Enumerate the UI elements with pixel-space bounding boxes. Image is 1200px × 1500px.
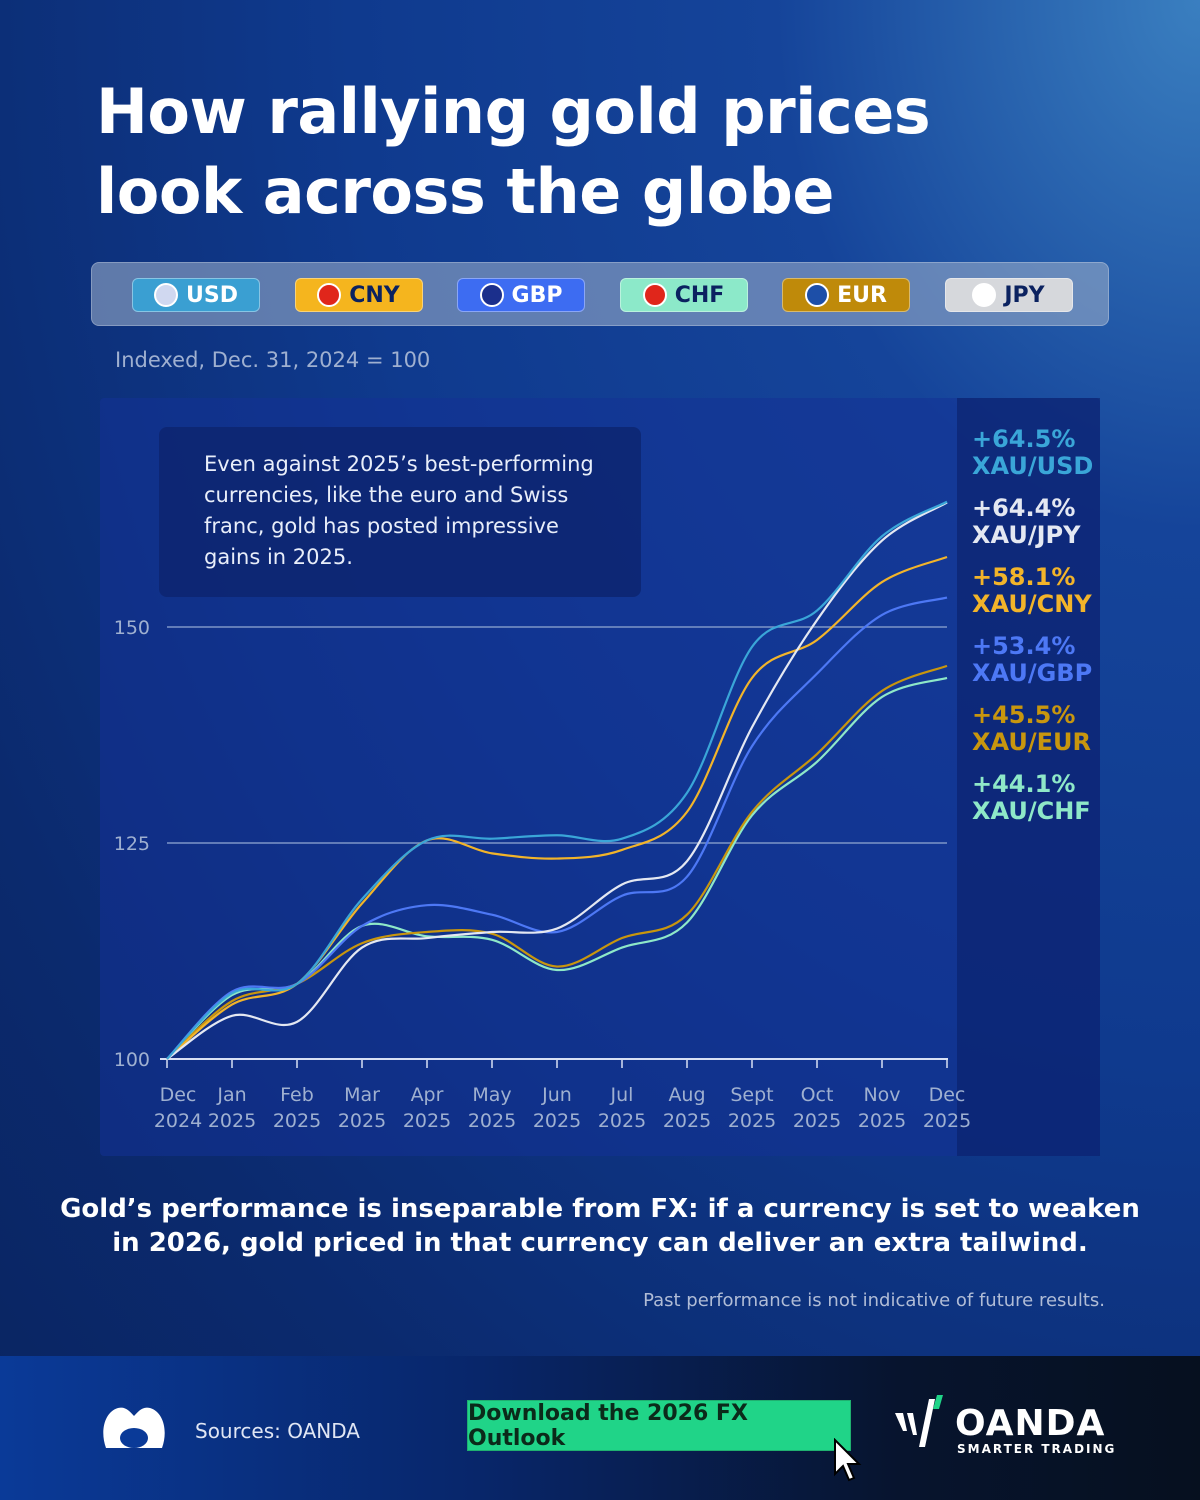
legend-chip-label: CNY: [349, 282, 400, 308]
chart-annotation: Even against 2025’s best-performing curr…: [159, 427, 641, 597]
series-line-xau-usd: [166, 500, 948, 1060]
series-name: XAU/CHF: [972, 797, 1091, 825]
x-tick-label: 2025: [533, 1110, 581, 1132]
y-tick-label: 125: [114, 833, 150, 855]
x-tick-label: Dec: [160, 1084, 197, 1106]
series-line-xau-cny: [166, 555, 948, 1060]
series-change: +44.1%: [972, 770, 1076, 798]
series-label: +64.4% XAU/JPY: [972, 495, 1081, 549]
x-tick-label: Mar: [344, 1084, 380, 1106]
legend-chip-label: GBP: [511, 282, 563, 308]
x-tick-label: 2025: [273, 1110, 321, 1132]
x-tick-label: Jan: [216, 1084, 246, 1106]
series-label: +44.1% XAU/CHF: [972, 771, 1091, 825]
legend-chip-label: JPY: [1004, 282, 1045, 308]
x-tick-label: Oct: [801, 1084, 834, 1106]
eur-flag-icon: [805, 283, 830, 307]
oanda-brand: OANDA: [955, 1403, 1106, 1444]
series-line-xau-jpy: [166, 501, 948, 1060]
x-tick-label: Sept: [730, 1084, 773, 1106]
series-label: +64.5% XAU/USD: [972, 426, 1093, 480]
title-line-2: look across the globe: [96, 155, 834, 228]
caption-line-2: in 2026, gold priced in that currency ca…: [112, 1228, 1088, 1258]
jpy-flag-icon: [972, 283, 997, 307]
series-line-xau-chf: [166, 676, 948, 1060]
x-tick-label: 2025: [663, 1110, 711, 1132]
x-tick-label: 2025: [793, 1110, 841, 1132]
x-tick-label: 2025: [923, 1110, 971, 1132]
x-tick-label: 2025: [403, 1110, 451, 1132]
x-tick-label: Dec: [929, 1084, 966, 1106]
x-tick-label: Nov: [863, 1084, 900, 1106]
x-tick-label: May: [472, 1084, 511, 1106]
series-change: +58.1%: [972, 563, 1076, 591]
gbp-flag-icon: [479, 283, 504, 307]
series-name: XAU/USD: [972, 452, 1094, 480]
legend-chip-label: USD: [186, 282, 238, 308]
oanda-logo-icon: [895, 1395, 943, 1447]
x-tick-label: Jun: [541, 1084, 572, 1106]
legend-chip-label: EUR: [837, 282, 887, 308]
series-change: +64.4%: [972, 494, 1076, 522]
legend-chip-eur: EUR: [782, 278, 910, 312]
series-change: +64.5%: [972, 425, 1076, 453]
x-tick-label: Feb: [280, 1084, 314, 1106]
series-name: XAU/JPY: [972, 521, 1081, 549]
series-label: +45.5% XAU/EUR: [972, 702, 1091, 756]
series-change: +53.4%: [972, 632, 1076, 660]
series-label: +58.1% XAU/CNY: [972, 564, 1092, 618]
sources-text: Sources: OANDA: [195, 1419, 360, 1443]
y-tick-label: 150: [114, 617, 150, 639]
x-tick-label: 2025: [858, 1110, 906, 1132]
series-label: +53.4% XAU/GBP: [972, 633, 1092, 687]
mouse-cursor-icon: [834, 1438, 862, 1482]
x-tick-label: 2024: [154, 1110, 202, 1132]
legend-chip-chf: CHF: [619, 278, 748, 312]
series-change: +45.5%: [972, 701, 1076, 729]
series-line-xau-eur: [166, 664, 948, 1060]
legend-chip-cny: CNY: [294, 278, 423, 312]
caption: Gold’s performance is inseparable from F…: [0, 1192, 1200, 1260]
chart-subtitle: Indexed, Dec. 31, 2024 = 100: [115, 348, 431, 372]
y-tick-label: 100: [114, 1049, 150, 1071]
download-outlook-button[interactable]: Download the 2026 FX Outlook: [467, 1400, 851, 1451]
x-tick-label: 2025: [598, 1110, 646, 1132]
series-label-column: [957, 398, 1100, 1156]
legend-chip-usd: USD: [132, 278, 260, 312]
visual-capitalist-logo-icon: [103, 1407, 165, 1448]
oanda-tagline: SMARTER TRADING: [957, 1442, 1117, 1456]
series-name: XAU/CNY: [972, 590, 1092, 618]
disclaimer: Past performance is not indicative of fu…: [643, 1290, 1105, 1311]
x-tick-label: 2025: [208, 1110, 256, 1132]
x-tick-label: 2025: [728, 1110, 776, 1132]
chf-flag-icon: [642, 283, 667, 307]
title-line-1: How rallying gold prices: [96, 75, 931, 148]
x-tick-label: 2025: [338, 1110, 386, 1132]
legend-chip-jpy: JPY: [944, 278, 1073, 312]
x-tick-label: 2025: [468, 1110, 516, 1132]
legend-chip-gbp: GBP: [457, 278, 585, 312]
series-name: XAU/GBP: [972, 659, 1093, 687]
currency-legend: USD CNY GBP CHF EUR JPY: [91, 262, 1109, 326]
page-title: How rallying gold prices look across the…: [96, 72, 996, 232]
usd-flag-icon: [154, 283, 178, 307]
x-tick-label: Jul: [610, 1084, 634, 1106]
series-name: XAU/EUR: [972, 728, 1091, 756]
x-tick-label: Aug: [668, 1084, 705, 1106]
line-chart: 100 125 150 Dec 2024 Jan 2025 Feb 2025 Mar 2025 Apr…: [114, 500, 971, 1132]
caption-line-1: Gold’s performance is inseparable from F…: [60, 1194, 1140, 1224]
cny-flag-icon: [317, 283, 342, 307]
legend-chip-label: CHF: [674, 282, 725, 308]
x-tick-label: Apr: [411, 1084, 444, 1106]
